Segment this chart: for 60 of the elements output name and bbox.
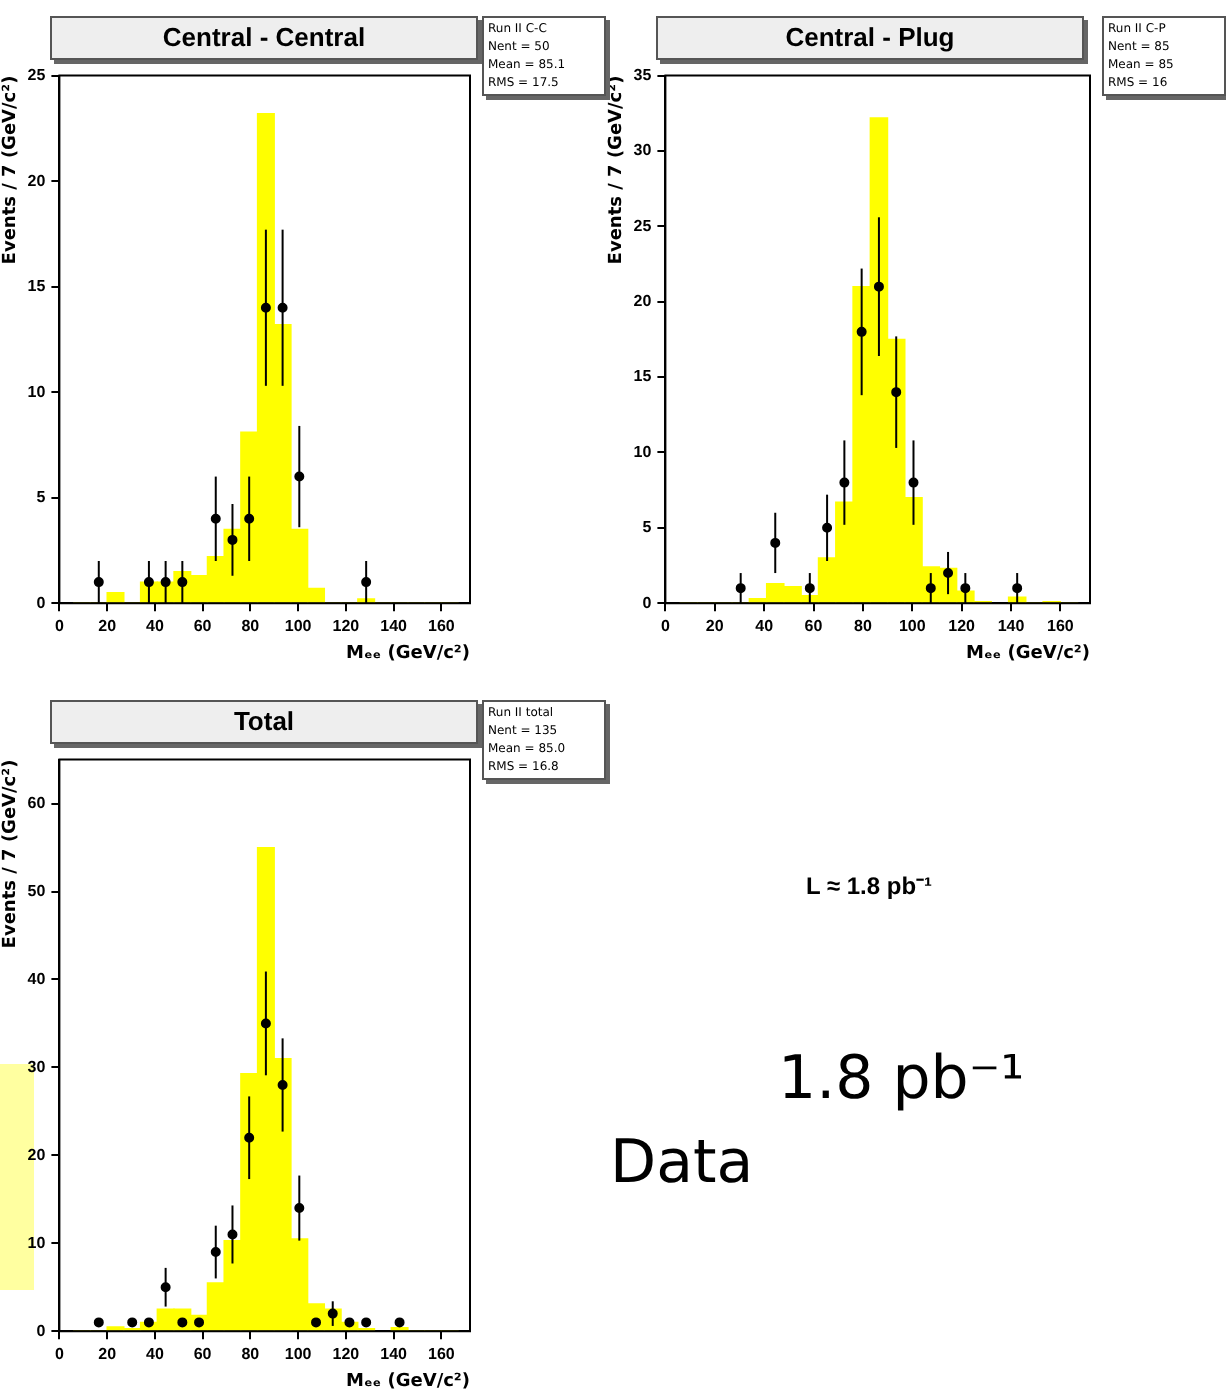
x-tick-label: 100	[284, 1345, 313, 1364]
x-tick-label: 140	[997, 617, 1026, 636]
x-tick-label: 60	[193, 617, 213, 636]
chart-title: Central - Plug	[656, 16, 1084, 60]
x-tick-label: 40	[755, 617, 775, 636]
y-axis-title: Events / 7 (GeV/c²)	[607, 75, 628, 265]
x-tick-label: 40	[145, 1345, 165, 1364]
x-tick-label: 20	[98, 617, 118, 636]
y-tick-label: 10	[27, 382, 47, 401]
x-tick-label: 20	[98, 1345, 118, 1364]
x-tick-label: 20	[705, 617, 725, 636]
text: Data	[610, 1128, 754, 1198]
x-tick-label: 60	[193, 1345, 213, 1364]
x-tick-label: 40	[145, 617, 165, 636]
y-tick-label: 30	[27, 1057, 47, 1076]
x-tick-label: 140	[380, 1345, 409, 1364]
x-tick-label: 60	[804, 617, 824, 636]
y-axis-title: Events / 7 (GeV/c²)	[1, 759, 22, 949]
y-tick-label: 25	[27, 66, 47, 85]
x-tick-label: 100	[898, 617, 927, 636]
text: L ≈ 1.8 pb⁻¹	[806, 870, 933, 902]
x-tick-label: 0	[54, 1345, 65, 1364]
x-tick-label: 80	[853, 617, 873, 636]
x-tick-label: 140	[380, 617, 409, 636]
y-tick-label: 30	[633, 141, 653, 160]
y-tick-label: 5	[642, 518, 653, 537]
y-tick-label: 15	[27, 277, 47, 296]
x-axis-title: Mₑₑ (GeV/c²)	[966, 643, 1090, 664]
y-tick-label: 0	[642, 593, 653, 612]
y-tick-label: 20	[27, 171, 47, 190]
x-axis-title: Mₑₑ (GeV/c²)	[346, 643, 470, 664]
x-tick-label: 160	[427, 1345, 456, 1364]
y-tick-label: 60	[27, 793, 47, 812]
x-axis-title: Mₑₑ (GeV/c²)	[346, 1371, 470, 1392]
x-tick-label: 120	[332, 617, 361, 636]
y-tick-label: 5	[36, 488, 47, 507]
y-tick-label: 0	[36, 1321, 47, 1340]
chart-title: Central - Central	[50, 16, 478, 60]
y-tick-label: 20	[27, 1145, 47, 1164]
x-tick-label: 160	[427, 617, 456, 636]
y-tick-label: 0	[36, 593, 47, 612]
x-tick-label: 100	[284, 617, 313, 636]
x-tick-label: 0	[660, 617, 671, 636]
x-tick-label: 120	[948, 617, 977, 636]
x-tick-label: 0	[54, 617, 65, 636]
x-tick-label: 80	[241, 617, 261, 636]
y-tick-label: 10	[27, 1233, 47, 1252]
y-tick-label: 20	[633, 292, 653, 311]
x-tick-label: 160	[1047, 617, 1075, 636]
x-tick-label: 80	[241, 1345, 261, 1364]
y-tick-label: 25	[633, 216, 653, 235]
y-tick-label: 15	[633, 367, 653, 386]
text: 1.8 pb⁻¹	[778, 1044, 1025, 1114]
x-tick-label: 120	[332, 1345, 361, 1364]
y-tick-label: 10	[633, 442, 653, 461]
y-tick-label: 50	[27, 881, 47, 900]
y-tick-label: 35	[633, 66, 653, 85]
y-tick-label: 40	[27, 969, 47, 988]
chart-title: Total	[50, 700, 478, 744]
y-axis-title: Events / 7 (GeV/c²)	[1, 75, 22, 265]
